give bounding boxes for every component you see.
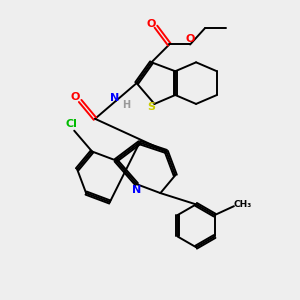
Text: N: N (110, 93, 119, 103)
Text: N: N (132, 185, 141, 195)
Text: O: O (185, 34, 195, 44)
Text: O: O (70, 92, 80, 102)
Text: H: H (122, 100, 130, 110)
Text: CH₃: CH₃ (234, 200, 252, 209)
Text: Cl: Cl (65, 119, 77, 129)
Text: O: O (147, 19, 156, 29)
Text: S: S (148, 102, 155, 112)
